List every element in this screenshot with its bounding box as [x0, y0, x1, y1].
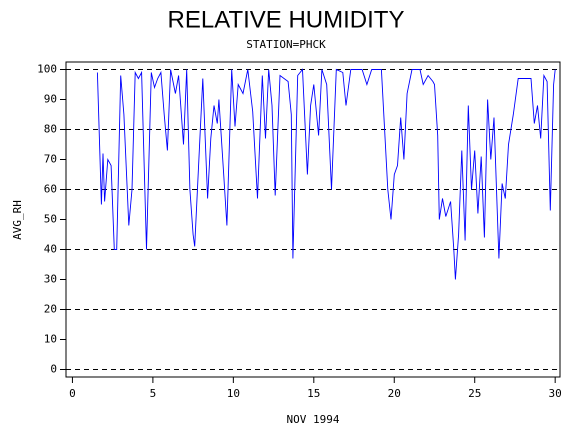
y-tick-label: 40 [44, 243, 57, 256]
chart-subtitle: STATION=PHCK [246, 38, 326, 51]
y-tick-label: 0 [50, 363, 57, 376]
y-tick-label: 60 [44, 183, 57, 196]
y-tick-label: 50 [44, 213, 57, 226]
x-tick-label: 10 [227, 387, 240, 400]
x-tick-label: 15 [307, 387, 320, 400]
y-tick-label: 100 [37, 63, 57, 76]
x-tick-label: 20 [388, 387, 401, 400]
y-axis-label: AVG_RH [11, 200, 24, 240]
y-tick-label: 80 [44, 123, 57, 136]
y-tick-label: 30 [44, 273, 57, 286]
x-tick-label: 30 [549, 387, 562, 400]
x-tick-label: 25 [468, 387, 481, 400]
y-tick-label: 90 [44, 93, 57, 106]
x-tick-label: 5 [150, 387, 157, 400]
y-tick-label: 20 [44, 303, 57, 316]
y-tick-label: 10 [44, 333, 57, 346]
y-tick-label: 70 [44, 153, 57, 166]
chart-title: RELATIVE HUMIDITY [168, 6, 405, 33]
x-axis-label: NOV 1994 [287, 413, 340, 426]
data-line [96, 68, 556, 280]
x-tick-label: 0 [69, 387, 76, 400]
plot-frame [65, 61, 561, 378]
